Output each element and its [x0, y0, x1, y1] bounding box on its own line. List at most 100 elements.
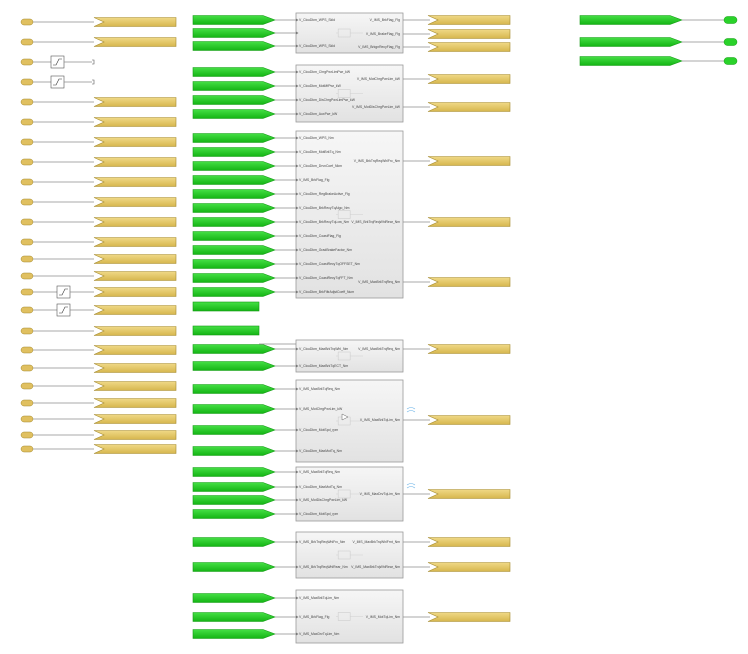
terminator-block[interactable] [20, 415, 34, 423]
inport-tag[interactable] [192, 259, 276, 269]
inport-tag[interactable] [192, 15, 276, 25]
outport-tag[interactable] [427, 612, 511, 622]
inport-tag[interactable] [192, 133, 276, 143]
outport-tag[interactable] [427, 42, 511, 52]
inport-tag[interactable] [192, 81, 276, 91]
outport-tag[interactable] [93, 217, 177, 227]
subsystem-block-4[interactable] [295, 339, 404, 373]
outport-tag[interactable] [427, 15, 511, 25]
inport-tag[interactable] [192, 593, 276, 603]
inport-tag[interactable] [192, 509, 276, 519]
outport-tag[interactable] [93, 271, 177, 281]
terminator-block[interactable] [20, 306, 34, 314]
outport-tag[interactable] [93, 363, 177, 373]
inport-tag[interactable] [192, 41, 276, 51]
inport-tag[interactable] [192, 482, 276, 492]
outport-tag[interactable] [93, 326, 177, 336]
inport-tag[interactable] [192, 446, 276, 456]
outport-tag[interactable] [93, 237, 177, 247]
terminator-block[interactable] [20, 158, 34, 166]
outport-tag[interactable] [93, 398, 177, 408]
outport-tag[interactable] [427, 415, 511, 425]
inport-tag[interactable] [192, 109, 276, 119]
inport-tag[interactable] [192, 95, 276, 105]
outport-tag[interactable] [93, 197, 177, 207]
inport-tag[interactable] [192, 175, 276, 185]
outport-tag[interactable] [93, 345, 177, 355]
outport-tag[interactable] [427, 102, 511, 112]
inport-tag[interactable] [192, 537, 276, 547]
terminator-block[interactable] [20, 58, 34, 66]
outport-tag[interactable] [93, 117, 177, 127]
outport-tag[interactable] [427, 156, 511, 166]
terminator-block[interactable] [20, 98, 34, 106]
terminator-block[interactable] [20, 272, 34, 280]
terminator-block[interactable] [20, 327, 34, 335]
subsystem-block-3[interactable] [295, 130, 404, 299]
terminator-block[interactable] [20, 198, 34, 206]
subsystem-block-7[interactable] [295, 531, 404, 579]
terminator-block[interactable] [20, 178, 34, 186]
outport-tag[interactable] [93, 254, 177, 264]
terminator-block[interactable] [723, 16, 738, 24]
inport-tag[interactable] [192, 203, 276, 213]
inport-tag[interactable] [192, 273, 276, 283]
inport-tag[interactable] [192, 361, 276, 371]
inport-tag[interactable] [192, 325, 260, 336]
inport-tag[interactable] [192, 245, 276, 255]
inport-tag[interactable] [579, 37, 683, 47]
inport-tag[interactable] [192, 612, 276, 622]
terminator-block[interactable] [92, 79, 95, 85]
terminator-block[interactable] [723, 38, 738, 46]
subsystem-block-1[interactable] [295, 12, 404, 54]
outport-tag[interactable] [93, 37, 177, 47]
inport-tag[interactable] [192, 189, 276, 199]
terminator-block[interactable] [20, 288, 34, 296]
inport-tag[interactable] [192, 425, 276, 435]
inport-tag[interactable] [192, 467, 276, 477]
subsystem-block-8[interactable] [295, 589, 404, 644]
terminator-block[interactable] [20, 346, 34, 354]
outport-tag[interactable] [93, 444, 177, 454]
outport-tag[interactable] [427, 344, 511, 354]
terminator-block[interactable] [20, 238, 34, 246]
inport-tag[interactable] [579, 15, 683, 25]
terminator-block[interactable] [723, 57, 738, 65]
subsystem-block-5[interactable] [295, 379, 404, 463]
outport-tag[interactable] [427, 29, 511, 39]
inport-tag[interactable] [192, 287, 276, 297]
subsystem-block-2[interactable] [295, 64, 404, 123]
terminator-block[interactable] [20, 364, 34, 372]
terminator-block[interactable] [20, 78, 34, 86]
terminator-block[interactable] [20, 218, 34, 226]
outport-tag[interactable] [93, 414, 177, 424]
outport-tag[interactable] [427, 562, 511, 572]
outport-tag[interactable] [427, 74, 511, 84]
outport-tag[interactable] [93, 97, 177, 107]
subsystem-block-6[interactable] [295, 466, 404, 522]
outport-tag[interactable] [427, 537, 511, 547]
terminator-block[interactable] [92, 59, 95, 65]
terminator-block[interactable] [20, 255, 34, 263]
inport-tag[interactable] [192, 147, 276, 157]
outport-tag[interactable] [93, 287, 177, 297]
outport-tag[interactable] [427, 489, 511, 499]
inport-tag[interactable] [192, 217, 276, 227]
inport-tag[interactable] [192, 344, 276, 354]
outport-tag[interactable] [93, 177, 177, 187]
outport-tag[interactable] [93, 430, 177, 440]
terminator-block[interactable] [20, 445, 34, 453]
outport-tag[interactable] [427, 277, 511, 287]
terminator-block[interactable] [20, 18, 34, 26]
outport-tag[interactable] [93, 137, 177, 147]
terminator-block[interactable] [20, 399, 34, 407]
inport-tag[interactable] [192, 562, 276, 572]
terminator-block[interactable] [20, 118, 34, 126]
inport-tag[interactable] [192, 404, 276, 414]
inport-tag[interactable] [192, 629, 276, 639]
inport-tag[interactable] [192, 384, 276, 394]
inport-tag[interactable] [192, 28, 276, 38]
terminator-block[interactable] [20, 38, 34, 46]
outport-tag[interactable] [93, 305, 177, 315]
terminator-block[interactable] [20, 382, 34, 390]
